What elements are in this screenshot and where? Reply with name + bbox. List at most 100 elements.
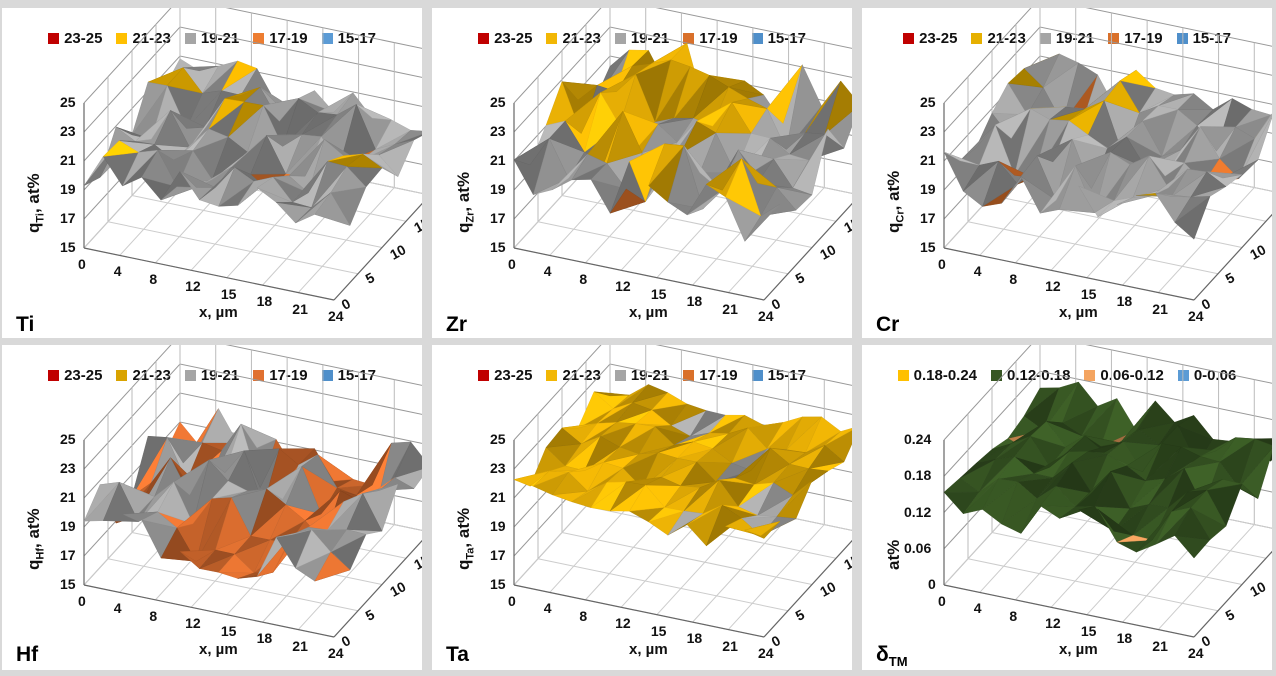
z-tick-label: 0.06 (904, 540, 931, 556)
floor-gridline (108, 222, 358, 274)
z-tick-label: 15 (60, 576, 76, 592)
z-tick-label: 19 (920, 181, 936, 197)
panel-label-main: Hf (16, 643, 38, 666)
z-tick-label: 15 (920, 239, 936, 255)
z-tick-label: 25 (920, 94, 936, 110)
panel-label: Ti (16, 313, 34, 337)
panel-label-sub: TM (889, 654, 908, 669)
x-tick-label: 15 (1081, 623, 1097, 639)
panel-label: δTM (876, 643, 908, 669)
x-tick-label: 0 (508, 256, 516, 272)
z-axis-label-sub: Ti (34, 213, 46, 223)
chart-panel-6: 0.18-0.24 0.12-0.18 0.06-0.12 0-0.06 0 0.06 0.… (862, 345, 1272, 670)
z-tick-label: 21 (490, 489, 506, 505)
z-axis-label-main: at% (884, 540, 903, 570)
z-tick-label: 0.24 (904, 431, 931, 447)
floor-gridline (968, 222, 1218, 274)
z-tick-label: 21 (920, 152, 936, 168)
axis-line (764, 532, 852, 637)
x-tick-label: 4 (114, 600, 122, 616)
surface (514, 43, 852, 241)
z-tick-label: 25 (60, 94, 76, 110)
floor-gridline (968, 559, 1218, 611)
z-tick-label: 25 (490, 431, 506, 447)
x-tick-label: 0 (78, 256, 86, 272)
x-tick-label: 21 (722, 638, 738, 654)
x-tick-label: 4 (974, 600, 982, 616)
z-tick-label: 17 (490, 210, 506, 226)
x-tick-label: 21 (292, 301, 308, 317)
x-tick-label: 8 (579, 271, 587, 287)
z-tick-label: 21 (490, 152, 506, 168)
surface (84, 59, 422, 226)
x-tick-label: 24 (328, 645, 344, 661)
x-axis-label: x, µm (629, 304, 668, 321)
z-tick-label: 17 (60, 210, 76, 226)
panel-label: Cr (876, 313, 899, 337)
panel-label: Hf (16, 643, 38, 667)
x-tick-label: 24 (758, 645, 774, 661)
x-tick-label: 24 (1188, 308, 1204, 324)
x-tick-label: 0 (938, 593, 946, 609)
panel-label-main: Ti (16, 313, 34, 336)
x-tick-label: 24 (1188, 645, 1204, 661)
x-tick-label: 18 (257, 630, 273, 646)
x-tick-label: 8 (149, 271, 157, 287)
z-gridline (84, 345, 422, 440)
x-tick-label: 15 (651, 623, 667, 639)
x-tick-label: 0 (938, 256, 946, 272)
z-tick-label: 19 (60, 181, 76, 197)
chart-svg (432, 8, 852, 338)
panel-label-main: Ta (446, 643, 469, 666)
z-tick-label: 25 (490, 94, 506, 110)
x-tick-label: 18 (687, 630, 703, 646)
z-tick-label: 23 (920, 123, 936, 139)
z-axis-label-sub: Hf (34, 548, 46, 560)
x-tick-label: 8 (149, 608, 157, 624)
x-tick-label: 21 (292, 638, 308, 654)
z-tick-label: 19 (490, 181, 506, 197)
x-tick-label: 18 (1117, 630, 1133, 646)
z-tick-label: 17 (920, 210, 936, 226)
z-tick-label: 25 (60, 431, 76, 447)
z-tick-label: 21 (60, 152, 76, 168)
z-axis-label-sub: Ta (464, 548, 476, 560)
z-tick-label: 15 (60, 239, 76, 255)
z-tick-label: 23 (60, 460, 76, 476)
z-axis-label-sub: Cr (894, 210, 906, 222)
panel-label: Ta (446, 643, 469, 667)
z-axis-label-unit: , at% (24, 508, 43, 548)
x-tick-label: 12 (615, 615, 631, 631)
x-tick-label: 21 (722, 301, 738, 317)
chart-svg (862, 8, 1272, 338)
z-tick-label: 23 (490, 123, 506, 139)
x-tick-label: 24 (758, 308, 774, 324)
floor-gridline (538, 559, 788, 611)
x-tick-label: 12 (615, 278, 631, 294)
z-tick-label: 0.12 (904, 504, 931, 520)
z-axis-label: qHf, at% (24, 508, 46, 570)
panel-label: Zr (446, 313, 467, 337)
z-axis-label-unit: , at% (454, 172, 473, 212)
x-tick-label: 4 (544, 263, 552, 279)
x-tick-label: 24 (328, 308, 344, 324)
x-tick-label: 15 (651, 286, 667, 302)
z-tick-label: 21 (60, 489, 76, 505)
surface (514, 384, 852, 545)
x-tick-label: 12 (1045, 615, 1061, 631)
z-tick-label: 0 (928, 576, 936, 592)
panel-label-main: Zr (446, 313, 467, 336)
x-tick-label: 8 (579, 608, 587, 624)
z-axis-label: qCr, at% (884, 171, 906, 233)
floor-gridline (764, 532, 852, 637)
chart-svg (2, 345, 422, 670)
x-tick-label: 8 (1009, 608, 1017, 624)
z-tick-label: 17 (60, 547, 76, 563)
x-tick-label: 4 (114, 263, 122, 279)
z-tick-label: 23 (490, 460, 506, 476)
x-tick-label: 0 (78, 593, 86, 609)
z-tick-label: 15 (490, 239, 506, 255)
panel-label-main: δ (876, 643, 889, 666)
x-tick-label: 4 (544, 600, 552, 616)
